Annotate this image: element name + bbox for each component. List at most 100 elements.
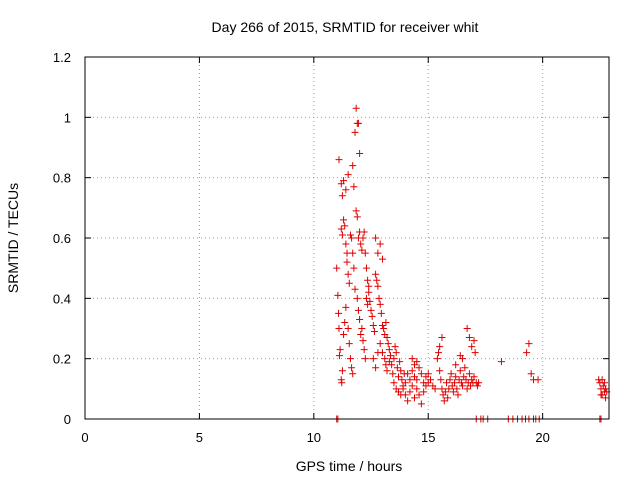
plot-frame: [84, 56, 610, 420]
data-point: [385, 346, 393, 354]
data-point: [389, 370, 397, 378]
data-point: [357, 240, 365, 248]
data-point: [372, 270, 380, 278]
data-point: [384, 340, 392, 348]
data-point: [376, 300, 384, 308]
data-point: [443, 379, 451, 387]
data-point: [377, 309, 385, 317]
data-point: [468, 343, 476, 351]
data-point: [390, 355, 398, 363]
data-point: [378, 321, 386, 329]
y-tick-label: 0.4: [53, 291, 71, 306]
chart-title: Day 266 of 2015, SRMTID for receiver whi…: [212, 19, 479, 35]
data-point: [461, 364, 469, 372]
data-point: [344, 325, 352, 332]
data-point: [352, 207, 360, 215]
x-tick-label: 15: [421, 430, 435, 445]
data-point: [353, 213, 361, 221]
data-point: [438, 334, 446, 342]
data-point: [383, 367, 391, 375]
data-point: [370, 328, 378, 336]
data-point: [380, 325, 388, 332]
data-point: [415, 391, 423, 399]
data-point: [454, 391, 462, 399]
data-point: [338, 367, 346, 375]
data-point: [348, 364, 356, 372]
data-point: [534, 376, 542, 384]
data-point: [470, 373, 478, 381]
data-point: [441, 388, 449, 396]
data-point: [346, 355, 354, 363]
data-point: [335, 325, 343, 332]
data-point: [459, 355, 467, 363]
data-point: [445, 385, 453, 393]
data-point: [361, 249, 369, 257]
data-point: [369, 355, 377, 363]
data-point: [338, 379, 346, 387]
data-point: [378, 255, 386, 263]
data-point: [420, 388, 428, 396]
data-point: [342, 303, 350, 311]
data-point: [351, 285, 359, 293]
data-point: [420, 379, 428, 387]
data-point: [333, 264, 341, 272]
data-point: [359, 234, 367, 242]
data-point: [365, 288, 373, 296]
data-point: [435, 349, 443, 357]
data-point: [359, 337, 367, 345]
data-point: [374, 282, 382, 290]
data-point: [394, 373, 402, 381]
data-point: [375, 294, 383, 302]
grid: [85, 57, 609, 419]
data-point: [364, 276, 372, 284]
data-point: [342, 240, 350, 248]
data-point: [337, 225, 345, 233]
data-point: [397, 367, 405, 375]
data-point: [372, 364, 380, 372]
data-point: [436, 367, 444, 375]
data-point: [396, 358, 404, 366]
data-point: [408, 355, 416, 363]
data-point: [463, 385, 471, 393]
x-tick-label: 20: [535, 430, 549, 445]
y-axis-title: SRMTID / TECUs: [5, 183, 21, 293]
data-point: [452, 361, 460, 369]
data-point: [525, 340, 533, 348]
x-tick-label: 5: [196, 430, 203, 445]
data-point: [354, 306, 362, 314]
data-point: [393, 364, 401, 372]
data-point: [417, 400, 425, 408]
data-point: [340, 216, 348, 224]
data-point: [357, 331, 365, 339]
data-point: [411, 394, 419, 402]
data-point: [342, 186, 350, 194]
data-point: [433, 355, 441, 363]
data-point: [349, 162, 357, 170]
data-point: [346, 231, 354, 239]
data-point: [349, 370, 357, 378]
data-point: [350, 183, 358, 191]
data-point: [356, 150, 364, 158]
data-point: [471, 349, 479, 357]
data-point: [444, 394, 452, 402]
data-point: [602, 394, 610, 402]
data-point: [344, 270, 352, 278]
data-point: [413, 376, 421, 384]
data-point: [358, 325, 366, 332]
data-point: [335, 352, 343, 360]
data-point: [368, 312, 376, 320]
data-point: [465, 370, 473, 378]
data-point: [352, 104, 360, 112]
data-point: [392, 349, 400, 357]
data-point: [602, 385, 610, 393]
data-point: [452, 373, 460, 381]
data-point: [404, 397, 412, 405]
data-point: [457, 379, 465, 387]
data-point: [399, 385, 407, 393]
data-point: [366, 297, 374, 305]
data-point: [431, 385, 439, 393]
data-point: [348, 234, 356, 242]
data-point: [449, 388, 457, 396]
data-point: [369, 321, 377, 329]
